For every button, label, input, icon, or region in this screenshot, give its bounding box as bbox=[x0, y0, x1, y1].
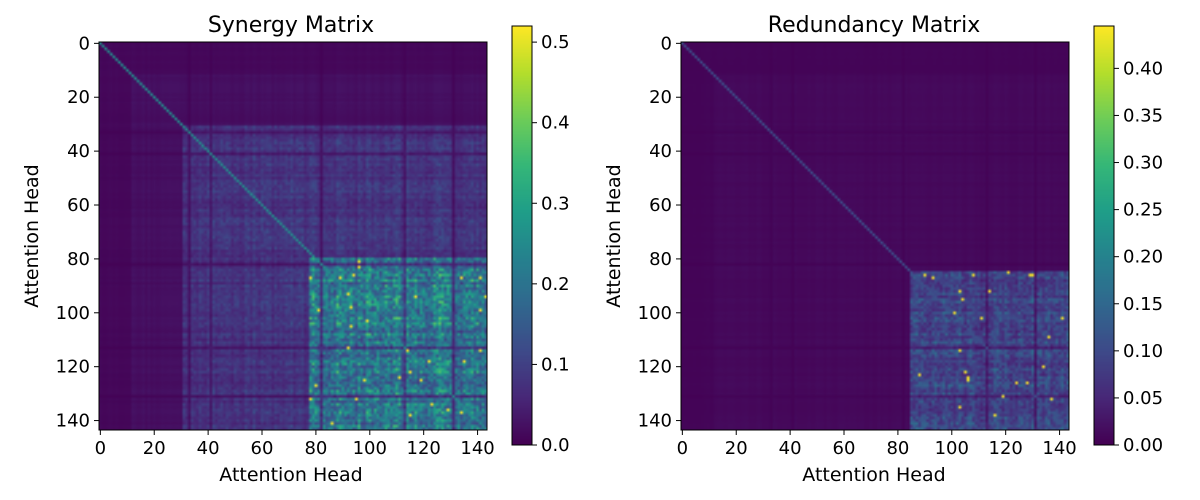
y-tick-label: 80 bbox=[649, 249, 672, 270]
x-tick-label: 20 bbox=[143, 438, 166, 459]
synergy-y-ticks: 0 20 40 60 80 100 120 140 bbox=[56, 33, 99, 432]
x-tick-label: 120 bbox=[989, 438, 1023, 459]
redundancy-plot-frame bbox=[680, 41, 1070, 431]
redundancy-colorbar-ticks: 0.00 0.05 0.10 0.15 0.20 0.25 0.30 0.35 0.40 bbox=[1114, 58, 1163, 456]
colorbar-tick-label: 0.35 bbox=[1123, 105, 1163, 126]
y-tick-label: 20 bbox=[649, 87, 672, 108]
y-tick-label: 140 bbox=[56, 411, 90, 432]
synergy-colorbar bbox=[512, 26, 532, 445]
synergy-plot-frame bbox=[98, 41, 488, 431]
redundancy-y-ticks: 0 20 40 60 80 100 120 140 bbox=[638, 33, 681, 432]
y-tick-label: 20 bbox=[67, 87, 90, 108]
y-tick-label: 0 bbox=[661, 33, 672, 54]
x-tick-label: 0 bbox=[677, 438, 688, 459]
colorbar-tick-label: 0.10 bbox=[1123, 341, 1163, 362]
colorbar-tick-label: 0.00 bbox=[1123, 435, 1163, 456]
synergy-title: Synergy Matrix bbox=[208, 13, 374, 38]
x-tick-label: 140 bbox=[460, 438, 494, 459]
x-tick-label: 40 bbox=[197, 438, 220, 459]
y-tick-label: 120 bbox=[638, 357, 672, 378]
synergy-x-label: Attention Head bbox=[219, 464, 362, 486]
synergy-colorbar-frame bbox=[511, 25, 533, 446]
redundancy-x-ticks: 0 20 40 60 80 100 120 140 bbox=[677, 430, 1077, 459]
synergy-heatmap bbox=[99, 42, 487, 430]
x-tick-label: 100 bbox=[935, 438, 969, 459]
x-tick-label: 80 bbox=[886, 438, 909, 459]
x-tick-label: 100 bbox=[353, 438, 387, 459]
y-tick-label: 80 bbox=[67, 249, 90, 270]
synergy-x-ticks: 0 20 40 60 80 100 120 140 bbox=[95, 430, 495, 459]
colorbar-tick-label: 0.30 bbox=[1123, 153, 1163, 174]
y-tick-label: 0 bbox=[79, 33, 90, 54]
y-tick-label: 40 bbox=[649, 141, 672, 162]
x-tick-label: 40 bbox=[779, 438, 802, 459]
x-tick-label: 60 bbox=[833, 438, 856, 459]
x-tick-label: 20 bbox=[725, 438, 748, 459]
redundancy-panel: Redundancy Matrix 0 20 40 60 80 100 120 140 0 20… bbox=[603, 13, 1163, 486]
colorbar-tick-label: 0.40 bbox=[1123, 58, 1163, 79]
colorbar-tick-label: 0.15 bbox=[1123, 294, 1163, 315]
redundancy-heatmap bbox=[681, 42, 1069, 430]
y-tick-label: 120 bbox=[56, 357, 90, 378]
colorbar-tick-label: 0.20 bbox=[1123, 247, 1163, 268]
colorbar-tick-label: 0.2 bbox=[541, 274, 570, 295]
y-tick-label: 60 bbox=[67, 195, 90, 216]
colorbar-tick-label: 0.4 bbox=[541, 113, 570, 134]
x-tick-label: 80 bbox=[304, 438, 327, 459]
redundancy-colorbar bbox=[1094, 26, 1114, 445]
colorbar-tick-label: 0.5 bbox=[541, 32, 570, 53]
synergy-y-label: Attention Head bbox=[21, 164, 43, 307]
y-tick-label: 140 bbox=[638, 411, 672, 432]
colorbar-tick-label: 0.0 bbox=[541, 435, 570, 456]
synergy-panel: Synergy Matrix 0 20 40 60 80 100 120 140 0 20 40 6… bbox=[21, 13, 570, 486]
redundancy-y-label: Attention Head bbox=[603, 164, 625, 307]
redundancy-title: Redundancy Matrix bbox=[768, 13, 980, 38]
redundancy-colorbar-frame bbox=[1093, 25, 1115, 446]
colorbar-tick-label: 0.05 bbox=[1123, 388, 1163, 409]
x-tick-label: 140 bbox=[1042, 438, 1076, 459]
y-tick-label: 60 bbox=[649, 195, 672, 216]
y-tick-label: 100 bbox=[56, 303, 90, 324]
x-tick-label: 60 bbox=[251, 438, 274, 459]
x-tick-label: 0 bbox=[95, 438, 106, 459]
colorbar-tick-label: 0.25 bbox=[1123, 200, 1163, 221]
y-tick-label: 40 bbox=[67, 141, 90, 162]
y-tick-label: 100 bbox=[638, 303, 672, 324]
synergy-colorbar-ticks: 0.0 0.1 0.2 0.3 0.4 0.5 bbox=[532, 32, 570, 456]
x-tick-label: 120 bbox=[407, 438, 441, 459]
redundancy-x-label: Attention Head bbox=[802, 464, 945, 486]
colorbar-tick-label: 0.1 bbox=[541, 354, 570, 375]
colorbar-tick-label: 0.3 bbox=[541, 193, 570, 214]
